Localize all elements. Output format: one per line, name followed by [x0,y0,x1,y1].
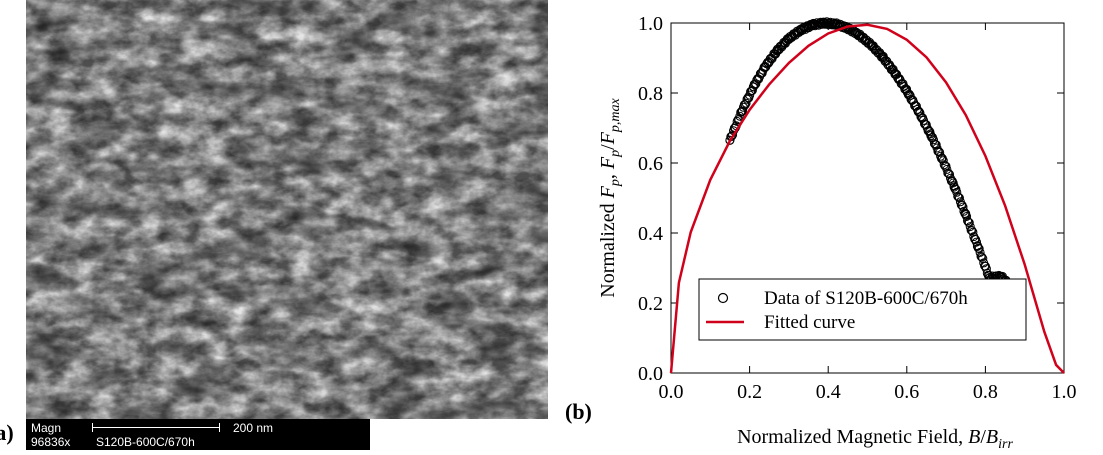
x-tick-label: 0.6 [894,381,919,403]
x-tick-label: 1.0 [1052,381,1077,403]
x-axis: 0.0 0.2 0.4 0.6 0.8 1.0 [659,23,1077,403]
x-tick-label: 0.8 [973,381,998,403]
data-point [915,108,925,118]
x-axis-label-text: Normalized Magnetic Field, [737,426,968,448]
y-tick-label: 0.2 [638,293,663,315]
data-point [921,120,931,130]
plot-area [670,22,1065,374]
data-point [741,98,751,108]
scale-bar [92,423,220,432]
data-point [929,139,939,149]
legend-label-data: Data of S120B-600C/670h [764,288,968,309]
x-axis-subscript: irr [998,437,1013,450]
magn-label: Magn [31,421,62,435]
legend-marker-data [717,292,729,304]
sem-info-bar: Magn 96836x 200 nm S120B-600C/670h [26,419,370,450]
legend: Data of S120B-600C/670h Fitted curve [698,278,1027,341]
data-point [947,176,957,186]
y-axis-sub-pmax: p,max [608,97,623,133]
data-point [938,156,948,166]
data-point [911,101,921,111]
data-point [967,226,977,236]
y-tick-label: 0.0 [638,363,663,385]
y-axis-sub-p2: p [608,150,623,158]
data-point [963,217,973,227]
data-point [962,212,972,221]
data-point [952,187,962,197]
data-point [972,242,982,251]
data-point [939,160,949,170]
y-axis-sub-p: p [608,179,623,187]
x-axis-label: Normalized Magnetic Field, B/Birr [737,426,1013,450]
legend-box [698,278,1027,341]
data-point [977,252,987,262]
y-axis-f3: F [597,131,619,145]
magn-value: 96836x [31,435,71,449]
pinning-force-chart: 0.0 0.2 0.4 0.6 0.8 1.0 0.0 0.2 0.4 0.6 0.8 1.0 Da… [565,13,1077,452]
y-tick-label: 1.0 [638,13,663,35]
data-point [738,106,747,116]
sample-id: S120B-600C/670h [96,435,195,449]
scale-bar-label: 200 nm [233,421,274,435]
data-point [948,178,958,188]
data-point [816,17,825,27]
data-point [736,107,746,117]
data-point [976,251,986,261]
data-point [965,222,975,232]
data-point [957,200,967,210]
data-point [745,90,755,100]
y-tick-label: 0.8 [638,83,663,105]
x-axis-symbol2: B [986,426,998,448]
y-tick-label: 0.6 [638,153,663,175]
y-axis-slash: / [597,144,619,150]
fitted-curve-line [669,23,1065,374]
y-axis-label: Normalized Fp, Fp/Fp,max [597,97,623,297]
y-axis-f2: F [597,156,619,170]
data-point [735,111,745,121]
data-point [973,243,983,253]
data-point [954,192,964,202]
x-tick-label: 0.0 [659,381,684,403]
data-point [942,164,952,174]
legend-label-fit: Fitted curve [764,312,855,333]
x-axis-symbol: B [968,426,980,448]
sem-texture [26,0,548,419]
data-point [935,147,945,157]
data-point [949,182,959,192]
data-point [963,216,972,226]
data-point [953,191,963,201]
data-series-layer [725,17,1022,300]
x-axis-divider: / [980,426,986,448]
y-tick-label: 0.4 [638,223,663,245]
y-axis-comma: , [597,169,619,179]
sem-micrograph [26,0,548,419]
y-axis: 0.0 0.2 0.4 0.6 0.8 1.0 [638,13,1064,385]
panel-a: (a) Magn 96836 [0,0,548,450]
panel-b: 0.0 0.2 0.4 0.6 0.8 1.0 0.0 0.2 0.4 0.6 0.8 1.0 Da… [560,0,1103,452]
panel-a-label: (a) [0,420,14,445]
panel-b-label: (b) [565,399,592,424]
y-axis-prefix: Normalized [597,198,619,297]
data-point [746,87,756,96]
x-tick-label: 0.2 [737,381,762,403]
x-tick-label: 0.4 [816,381,841,403]
data-point [929,135,938,145]
data-point [725,135,735,145]
y-axis-f: F [597,185,619,199]
data-point [925,127,935,137]
data-point [975,247,985,257]
